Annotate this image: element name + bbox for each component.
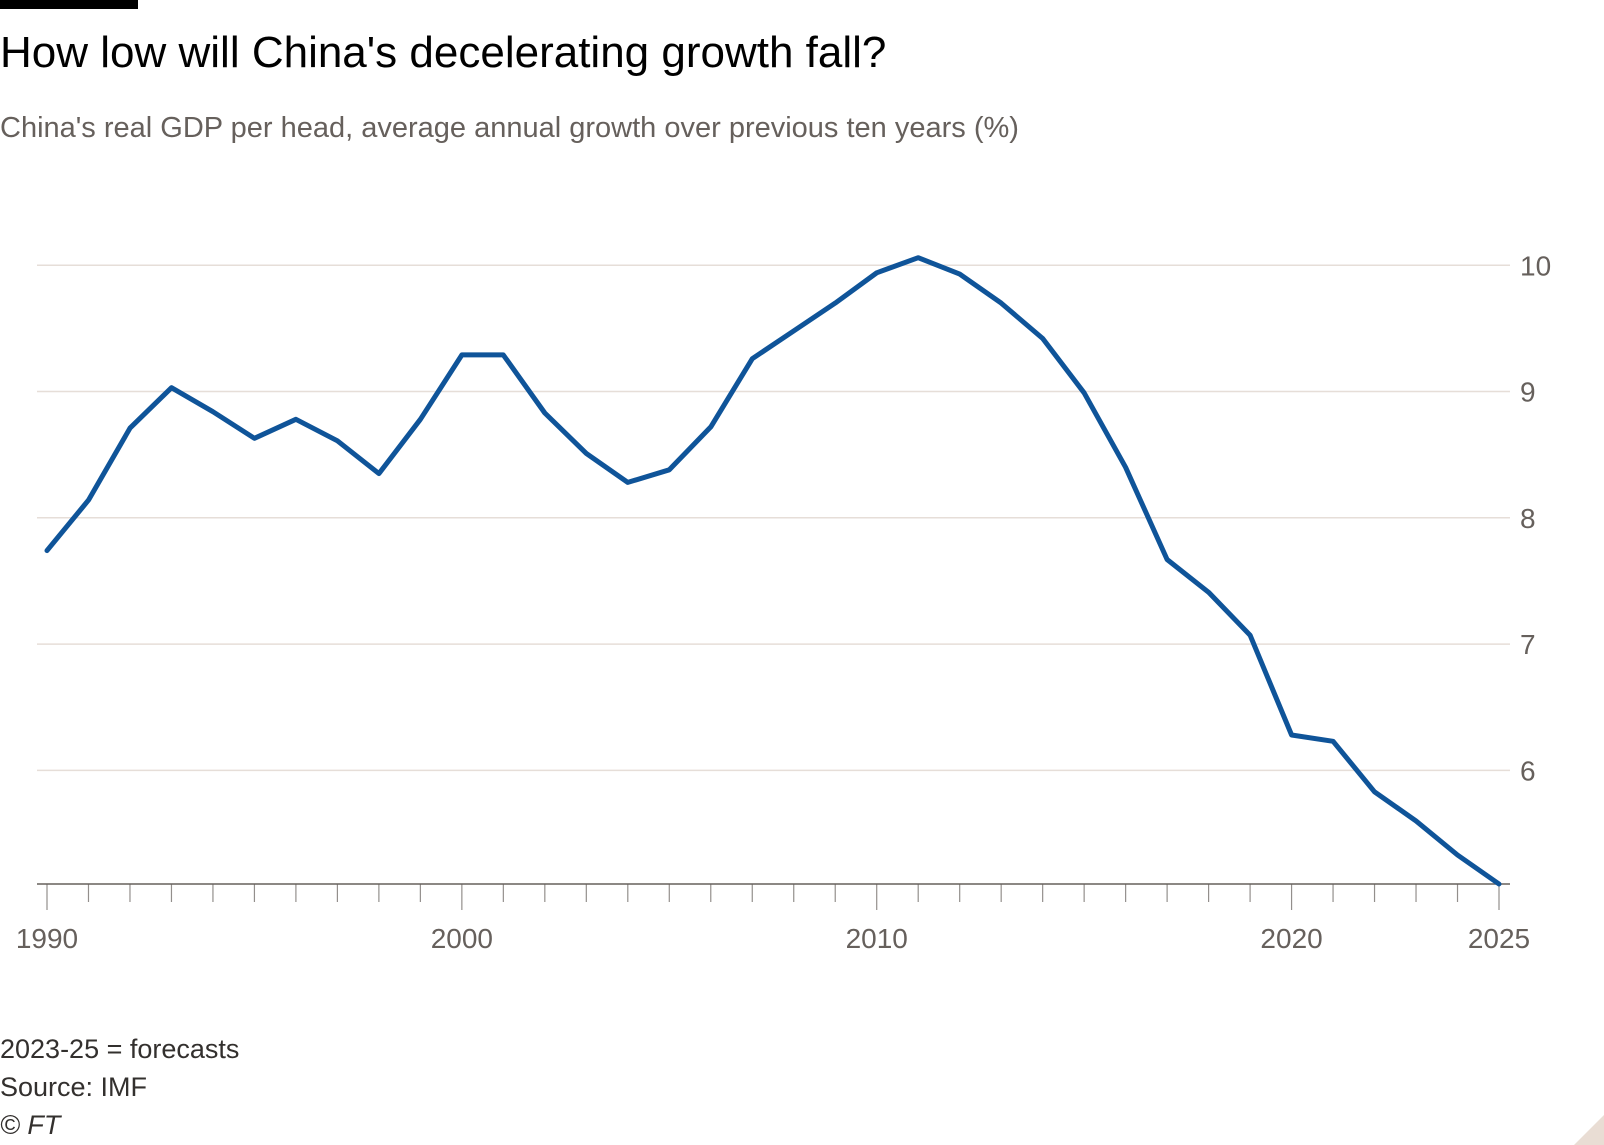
x-tick-label-2025: 2025 xyxy=(1468,923,1530,954)
chart-title: How low will China's decelerating growth… xyxy=(0,28,887,77)
top-accent-bar xyxy=(0,0,138,9)
corner-decoration xyxy=(1574,1115,1604,1145)
chart-notes: 2023-25 = forecasts Source: IMF © FT xyxy=(0,1030,239,1144)
line-chart: 6 7 8 9 10 1990 2000 2010 2020 2025 xyxy=(16,250,1551,954)
x-tick-label-2010: 2010 xyxy=(846,923,908,954)
x-tick-label-1990: 1990 xyxy=(16,923,78,954)
y-tick-label-8: 8 xyxy=(1520,503,1536,534)
y-tick-label-7: 7 xyxy=(1520,629,1536,660)
copyright-note: © FT xyxy=(0,1110,61,1140)
y-tick-label-10: 10 xyxy=(1520,250,1551,281)
y-tick-label-9: 9 xyxy=(1520,377,1536,408)
x-tick-label-2000: 2000 xyxy=(431,923,493,954)
source-note: Source: IMF xyxy=(0,1072,148,1102)
forecast-note: 2023-25 = forecasts xyxy=(0,1034,240,1064)
chart-subtitle: China's real GDP per head, average annua… xyxy=(0,112,1019,144)
y-tick-label-6: 6 xyxy=(1520,755,1536,786)
series-line-0 xyxy=(44,255,1502,887)
x-tick-label-2020: 2020 xyxy=(1260,923,1322,954)
